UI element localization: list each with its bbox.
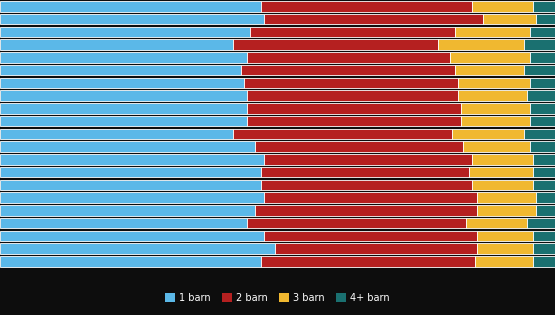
Bar	[0, 52, 247, 63]
Bar	[241, 65, 455, 75]
Bar	[0, 192, 264, 203]
Bar	[0, 90, 247, 101]
Bar	[275, 243, 477, 254]
Bar	[472, 1, 533, 12]
Bar	[0, 103, 247, 114]
Bar	[255, 141, 463, 152]
Bar	[0, 231, 264, 241]
Bar	[530, 27, 555, 37]
Bar	[255, 205, 477, 215]
Bar	[264, 154, 472, 165]
Bar	[533, 243, 555, 254]
Bar	[0, 116, 247, 126]
Bar	[466, 218, 527, 228]
Bar	[247, 90, 458, 101]
Bar	[458, 90, 527, 101]
Bar	[0, 77, 244, 88]
Bar	[450, 52, 530, 63]
Bar	[261, 256, 475, 266]
Bar	[472, 180, 533, 190]
Legend: 1 barn, 2 barn, 3 barn, 4+ barn: 1 barn, 2 barn, 3 barn, 4+ barn	[162, 289, 393, 307]
Bar	[261, 180, 472, 190]
Bar	[247, 103, 461, 114]
Bar	[475, 256, 533, 266]
Bar	[0, 39, 233, 50]
Bar	[533, 256, 555, 266]
Bar	[0, 14, 264, 24]
Bar	[455, 65, 524, 75]
Bar	[463, 141, 530, 152]
Bar	[0, 256, 261, 266]
Bar	[233, 39, 438, 50]
Bar	[247, 218, 466, 228]
Bar	[0, 65, 241, 75]
Bar	[0, 218, 247, 228]
Bar	[536, 14, 555, 24]
Bar	[530, 103, 555, 114]
Bar	[455, 27, 530, 37]
Bar	[524, 129, 555, 139]
Bar	[458, 77, 530, 88]
Bar	[264, 14, 483, 24]
Bar	[477, 243, 533, 254]
Bar	[524, 39, 555, 50]
Bar	[533, 154, 555, 165]
Bar	[0, 180, 261, 190]
Bar	[264, 192, 477, 203]
Bar	[0, 1, 261, 12]
Bar	[477, 192, 536, 203]
Bar	[247, 52, 450, 63]
Bar	[527, 218, 555, 228]
Bar	[0, 27, 250, 37]
Bar	[438, 39, 524, 50]
Bar	[533, 167, 555, 177]
Bar	[536, 192, 555, 203]
Bar	[247, 116, 461, 126]
Bar	[477, 231, 533, 241]
Bar	[477, 205, 536, 215]
Bar	[0, 129, 233, 139]
Bar	[533, 180, 555, 190]
Bar	[233, 129, 452, 139]
Bar	[250, 27, 455, 37]
Bar	[461, 116, 530, 126]
Bar	[244, 77, 458, 88]
Bar	[0, 167, 261, 177]
Bar	[472, 154, 533, 165]
Bar	[530, 77, 555, 88]
Bar	[533, 1, 555, 12]
Bar	[530, 52, 555, 63]
Bar	[264, 231, 477, 241]
Bar	[452, 129, 524, 139]
Bar	[0, 141, 255, 152]
Bar	[461, 103, 530, 114]
Bar	[0, 154, 264, 165]
Bar	[530, 141, 555, 152]
Bar	[533, 231, 555, 241]
Bar	[469, 167, 533, 177]
Bar	[524, 65, 555, 75]
Bar	[261, 1, 472, 12]
Bar	[0, 243, 275, 254]
Bar	[261, 167, 469, 177]
Bar	[483, 14, 536, 24]
Bar	[527, 90, 555, 101]
Bar	[530, 116, 555, 126]
Bar	[536, 205, 555, 215]
Bar	[0, 205, 255, 215]
